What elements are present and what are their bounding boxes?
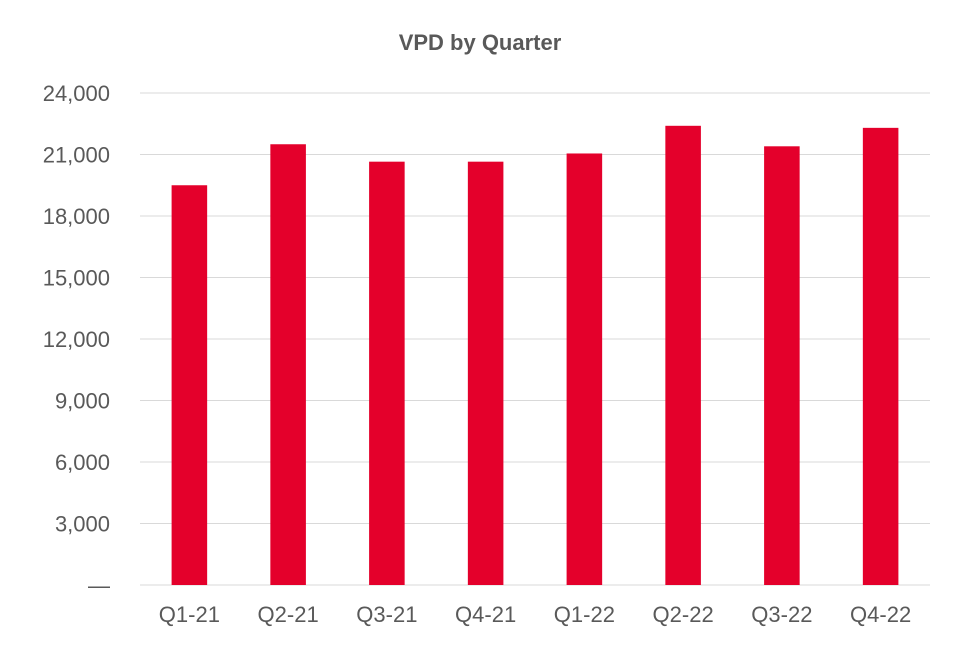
bar-q1-22 bbox=[566, 153, 603, 585]
bar-q1-21 bbox=[171, 185, 208, 585]
x-axis-labels: Q1-21 Q2-21 Q3-21 Q4-21 Q1-22 Q2-22 Q3-22 Q4-22 bbox=[159, 602, 911, 627]
x-tick-label: Q1-22 bbox=[554, 602, 615, 627]
gridlines bbox=[140, 92, 930, 586]
x-tick-label: Q4-22 bbox=[850, 602, 911, 627]
x-tick-label: Q3-22 bbox=[751, 602, 812, 627]
x-tick-label: Q4-21 bbox=[455, 602, 516, 627]
bar-q4-22 bbox=[862, 127, 899, 585]
y-tick-label: 21,000 bbox=[43, 143, 110, 168]
bars bbox=[171, 125, 899, 586]
bar-q3-22 bbox=[764, 146, 800, 586]
x-tick-label: Q1-21 bbox=[159, 602, 220, 627]
y-tick-label: 6,000 bbox=[55, 450, 110, 475]
bar-q2-22 bbox=[665, 125, 701, 586]
x-tick-label: Q3-21 bbox=[356, 602, 417, 627]
bar-q3-21 bbox=[369, 161, 405, 586]
y-tick-label: 3,000 bbox=[55, 512, 110, 537]
y-tick-label: 15,000 bbox=[43, 266, 110, 291]
bar-q2-21 bbox=[270, 144, 306, 585]
y-tick-label: 24,000 bbox=[43, 81, 110, 106]
y-axis-labels: — 3,000 6,000 9,000 12,000 15,000 18,000 21,000… bbox=[43, 81, 110, 598]
y-tick-label: 18,000 bbox=[43, 204, 110, 229]
y-tick-label: — bbox=[88, 573, 110, 598]
x-tick-label: Q2-21 bbox=[258, 602, 319, 627]
bar-q4-21 bbox=[467, 161, 504, 586]
x-tick-label: Q2-22 bbox=[653, 602, 714, 627]
y-tick-label: 9,000 bbox=[55, 389, 110, 414]
chart-title: VPD by Quarter bbox=[399, 30, 562, 55]
y-tick-label: 12,000 bbox=[43, 327, 110, 352]
